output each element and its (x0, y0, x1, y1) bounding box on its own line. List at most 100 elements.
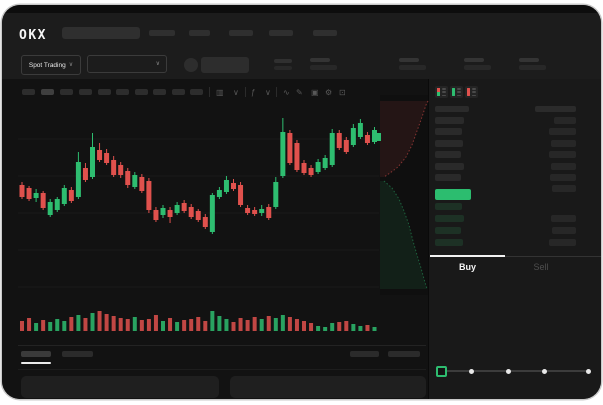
account-mini-line (274, 59, 292, 63)
divider (18, 369, 426, 370)
tabs-divider (430, 256, 601, 257)
timeframe-button-0[interactable] (22, 89, 35, 95)
ask-size-0 (554, 117, 576, 124)
ask-size-2 (551, 139, 576, 147)
ask-size-6 (552, 185, 576, 193)
stat-label-2 (464, 58, 484, 62)
timeframe-button-8[interactable] (172, 89, 185, 95)
timeframe-button-5[interactable] (116, 89, 129, 95)
stat-value-2 (464, 65, 491, 70)
book-view-bids-only-book[interactable] (450, 86, 463, 98)
chevron-down-icon: ∨ (155, 61, 160, 67)
bid-size-3 (549, 239, 576, 246)
okx-logo: OKX (19, 28, 47, 43)
chevron-down-icon: ∨ (68, 62, 74, 68)
stat-value-3 (519, 65, 546, 70)
tab-buy[interactable]: Buy (458, 262, 476, 272)
bid-price-2 (435, 227, 461, 234)
ask-size-5 (550, 174, 576, 181)
ask-price-4 (435, 162, 464, 170)
buy-tab-indicator (430, 255, 505, 257)
book-icon-color-column (437, 88, 440, 96)
slider-stop-3[interactable] (541, 368, 547, 374)
slider-stop-1[interactable] (468, 368, 474, 374)
bid-size-2 (552, 227, 576, 234)
timeframe-button-1[interactable] (41, 89, 54, 95)
stat-label-0 (310, 58, 330, 62)
orders-panel-card (230, 376, 426, 398)
candle-type-icon[interactable]: ▥ (216, 88, 224, 97)
chevron-down-icon[interactable]: ∨ (233, 88, 239, 97)
book-icon-lines (456, 88, 461, 96)
book-icon-color-column (452, 88, 455, 96)
coin-icon (184, 58, 198, 72)
pair-name-placeholder[interactable] (201, 57, 249, 73)
orders-tab-active[interactable] (21, 351, 51, 357)
nav-item-2[interactable] (229, 30, 253, 36)
book-header-price (435, 106, 469, 112)
indicators-icon[interactable]: ƒ (251, 88, 256, 97)
stat-value-0 (310, 65, 337, 70)
book-icon-lines (471, 88, 476, 96)
ask-size-3 (549, 151, 576, 159)
ask-price-1 (435, 128, 462, 136)
fullscreen-icon[interactable]: ⊡ (339, 88, 346, 97)
ask-price-2 (435, 139, 463, 147)
bid-price-1 (435, 215, 464, 222)
timeframe-button-6[interactable] (135, 89, 148, 95)
timeframe-button-4[interactable] (98, 89, 111, 95)
search-input[interactable] (62, 27, 140, 39)
timeframe-button-2[interactable] (60, 89, 73, 95)
screenshot-icon[interactable]: ▣ (311, 88, 319, 97)
toolbar-divider (276, 87, 277, 97)
slider-stop-2[interactable] (505, 368, 511, 374)
timeframe-button-3[interactable] (79, 89, 92, 95)
tab-sell[interactable]: Sell (533, 262, 549, 272)
app-window: OKX Spot Trading ∨ ∨ (2, 5, 601, 399)
toolbar-divider (209, 87, 210, 97)
slider-handle[interactable] (436, 366, 447, 377)
stat-label-1 (399, 58, 419, 62)
slider-stop-4[interactable] (585, 368, 591, 374)
market-type-label: Spot Trading (28, 61, 66, 69)
bid-price-0 (435, 203, 462, 210)
line-style-icon[interactable]: ∿ (283, 88, 290, 97)
orders-panel-card (21, 376, 219, 398)
book-view-asks-only-book[interactable] (465, 86, 478, 98)
ask-size-4 (551, 162, 576, 170)
toolbar-divider (245, 87, 246, 97)
bid-size-1 (551, 215, 576, 222)
book-icon-color-column (467, 88, 470, 96)
chevron-down-icon[interactable]: ∨ (265, 88, 271, 97)
timeframe-button-9[interactable] (190, 89, 203, 95)
app-header: OKX Spot Trading ∨ ∨ (2, 13, 601, 79)
history-tab[interactable] (62, 351, 93, 357)
stat-value-1 (399, 65, 426, 70)
orders-filter-control[interactable] (350, 351, 379, 357)
timeframe-button-7[interactable] (153, 89, 166, 95)
market-type-selector[interactable]: Spot Trading ∨ (21, 55, 81, 75)
slider-track[interactable] (440, 370, 588, 372)
settings-icon[interactable]: ⚙ (325, 88, 333, 97)
nav-item-1[interactable] (189, 30, 210, 36)
book-icon-lines (441, 88, 446, 96)
account-mini-line (274, 66, 292, 70)
pair-selector-dropdown[interactable]: ∨ (87, 55, 167, 73)
nav-item-4[interactable] (313, 30, 337, 36)
book-header-amount (535, 106, 576, 112)
nav-item-0[interactable] (149, 30, 175, 36)
ask-price-3 (435, 151, 461, 159)
stat-label-3 (519, 58, 539, 62)
book-view-combined-book[interactable] (435, 86, 448, 98)
ask-price-0 (435, 117, 464, 124)
orders-settings-control[interactable] (388, 351, 420, 357)
ask-price-5 (435, 174, 461, 181)
window-top-strip (2, 5, 601, 13)
order-book-panel: Buy Sell (429, 79, 601, 399)
active-tab-underline (21, 362, 51, 364)
draw-tool-icon[interactable]: ✎ (296, 88, 303, 97)
divider (18, 345, 426, 346)
last-price-badge (435, 189, 471, 200)
nav-item-3[interactable] (269, 30, 293, 36)
